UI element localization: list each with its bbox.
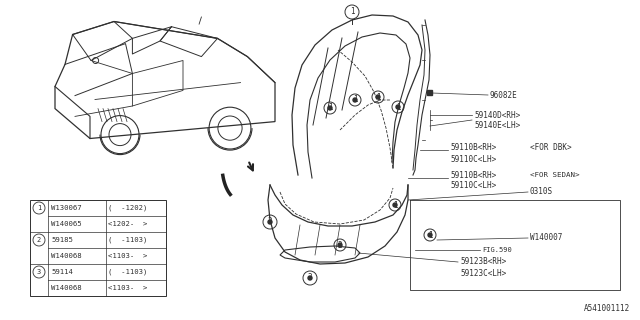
- Circle shape: [328, 106, 332, 110]
- Text: <1103-  >: <1103- >: [108, 285, 147, 291]
- Text: W130067: W130067: [51, 205, 82, 211]
- Text: 1: 1: [396, 102, 400, 111]
- Circle shape: [268, 220, 272, 224]
- Text: 1: 1: [428, 230, 432, 239]
- Text: 2: 2: [338, 241, 342, 250]
- Text: FIG.590: FIG.590: [482, 247, 512, 253]
- Circle shape: [428, 233, 432, 237]
- Text: 3: 3: [37, 269, 41, 275]
- Text: (  -1103): ( -1103): [108, 269, 147, 275]
- Circle shape: [338, 243, 342, 247]
- Circle shape: [376, 95, 380, 99]
- Text: 1: 1: [328, 103, 332, 113]
- Text: 59110C<LH>: 59110C<LH>: [450, 181, 496, 190]
- Text: A541001112: A541001112: [584, 304, 630, 313]
- Text: 59110B<RH>: 59110B<RH>: [450, 171, 496, 180]
- Text: 59114: 59114: [51, 269, 73, 275]
- Text: 59110B<RH>: 59110B<RH>: [450, 143, 496, 153]
- Text: 3: 3: [308, 274, 312, 283]
- Text: 59123B<RH>: 59123B<RH>: [460, 258, 506, 267]
- Text: 1: 1: [349, 7, 355, 17]
- Text: 59140E<LH>: 59140E<LH>: [474, 122, 520, 131]
- Text: W140068: W140068: [51, 253, 82, 259]
- Text: W140065: W140065: [51, 221, 82, 227]
- Text: (  -1202): ( -1202): [108, 205, 147, 211]
- Text: 96082E: 96082E: [490, 91, 518, 100]
- Text: (  -1103): ( -1103): [108, 237, 147, 243]
- Text: 1: 1: [376, 92, 380, 101]
- Text: 1: 1: [37, 205, 41, 211]
- Text: 2: 2: [268, 218, 272, 227]
- Text: 1: 1: [393, 201, 397, 210]
- Bar: [30, 200, 166, 296]
- Text: 59185: 59185: [51, 237, 73, 243]
- Text: 1: 1: [353, 95, 357, 105]
- Text: 59140D<RH>: 59140D<RH>: [474, 110, 520, 119]
- Circle shape: [308, 276, 312, 280]
- Text: 0310S: 0310S: [530, 188, 553, 196]
- Text: <FOR DBK>: <FOR DBK>: [530, 143, 572, 153]
- Text: <1103-  >: <1103- >: [108, 253, 147, 259]
- Circle shape: [396, 105, 400, 109]
- Text: 2: 2: [37, 237, 41, 243]
- Text: <FOR SEDAN>: <FOR SEDAN>: [530, 172, 579, 178]
- Text: 59123C<LH>: 59123C<LH>: [460, 268, 506, 277]
- Text: 59110C<LH>: 59110C<LH>: [450, 155, 496, 164]
- Bar: [427, 90, 432, 95]
- Circle shape: [353, 98, 357, 102]
- Text: W140068: W140068: [51, 285, 82, 291]
- Text: <1202-  >: <1202- >: [108, 221, 147, 227]
- Circle shape: [393, 203, 397, 207]
- Text: W140007: W140007: [530, 234, 563, 243]
